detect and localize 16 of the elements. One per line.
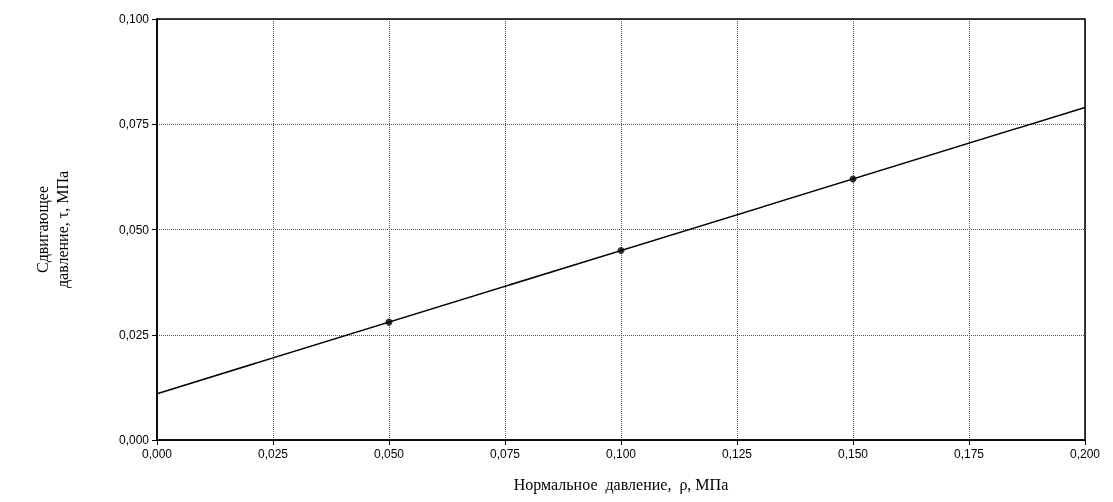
x-tick-label: 0,175	[953, 447, 985, 461]
y-axis-title: Сдвигающее давление, τ, МПа	[33, 170, 72, 289]
x-tick-label: 0,150	[837, 447, 869, 461]
y-tick-label: 0,050	[118, 222, 150, 237]
y-tick-label: 0,000	[118, 433, 150, 447]
y-tick-label: 0,025	[118, 327, 150, 342]
x-axis-title: Нормальное давление, ρ, МПа	[513, 475, 729, 494]
y-tick-label: 0,075	[118, 117, 150, 132]
y-tick-label: 0,100	[118, 12, 150, 26]
x-tick-label: 0,200	[1069, 447, 1101, 461]
x-tick-label: 0,100	[605, 447, 637, 461]
x-tick-label: 0,000	[141, 447, 173, 461]
x-tick-label: 0,125	[721, 447, 753, 461]
x-tick-label: 0,025	[257, 447, 289, 461]
x-tick-label: 0,075	[489, 447, 521, 461]
x-tick-label: 0,050	[373, 447, 405, 461]
